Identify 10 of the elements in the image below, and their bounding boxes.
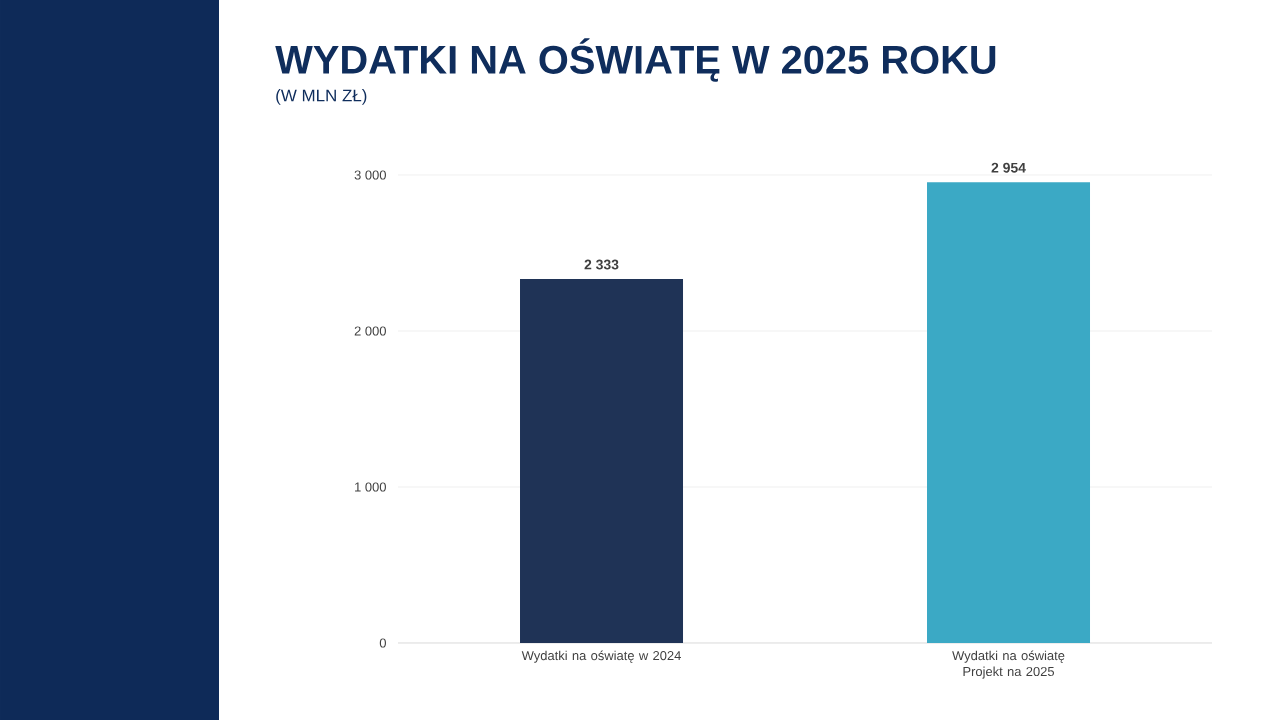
data-label: 2 333 — [584, 259, 619, 270]
data-label: 2 954 — [991, 162, 1026, 173]
x-tick-label: Wydatki na oświatę Projekt na 2025 — [952, 650, 1065, 679]
x-tick-label: Wydatki na oświatę w 2024 — [521, 650, 681, 663]
chart-title: WYDATKI NA OŚWIATĘ W 2025 ROKU — [275, 38, 996, 82]
y-tick-label: 3 000 — [354, 170, 386, 180]
y-tick-label: 1 000 — [355, 482, 386, 492]
y-tick-label: 0 — [379, 638, 386, 648]
y-tick-label: 2 000 — [354, 326, 386, 336]
chart-subtitle: (W MLN ZŁ) — [276, 89, 367, 105]
